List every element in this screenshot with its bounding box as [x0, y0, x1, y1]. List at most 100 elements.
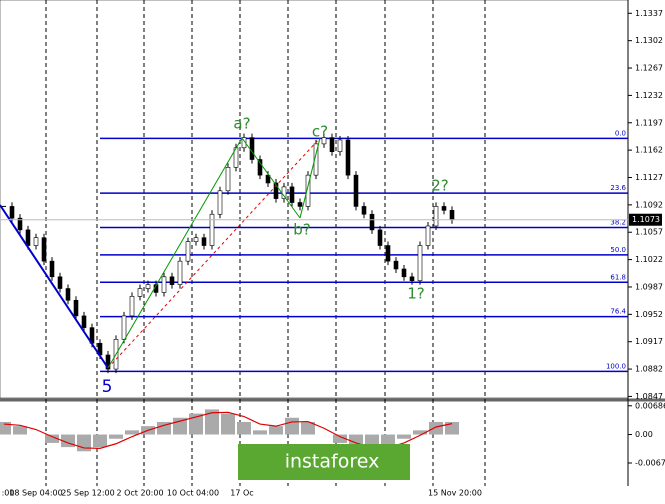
- candle-body: [273, 182, 279, 199]
- watermark: instaforex: [285, 451, 380, 473]
- y-tick-label: 1.1127: [635, 173, 663, 182]
- osc-bar: [93, 434, 107, 448]
- candle-body: [417, 245, 423, 282]
- osc-bar: [157, 421, 171, 435]
- candle-body: [257, 159, 263, 176]
- osc-bar: [413, 430, 427, 435]
- candle-body: [137, 288, 143, 297]
- current-price-label: 1.1073: [632, 215, 660, 224]
- osc-bar: [253, 430, 267, 435]
- y-tick-label: 1.0917: [635, 337, 663, 346]
- candle-body: [49, 260, 55, 278]
- y-tick-label: 1.1267: [635, 64, 663, 73]
- candle-body: [201, 237, 207, 246]
- candle-body: [433, 206, 439, 227]
- y-tick-label: 1.0987: [635, 282, 663, 291]
- osc-bar: [0, 421, 11, 435]
- osc-bar: [237, 421, 251, 435]
- x-tick-label: 2 Oct 20:00: [116, 489, 163, 498]
- x-tick-label: :00: [2, 489, 15, 498]
- candle-body: [313, 143, 319, 176]
- fib-label: 38.2: [610, 219, 626, 227]
- candle-body: [345, 139, 351, 176]
- wave-line: [299, 137, 321, 219]
- y-tick-label: 1.0882: [635, 365, 663, 374]
- candle-body: [65, 288, 71, 301]
- wave-label: 2?: [431, 177, 449, 195]
- candle-body: [409, 276, 415, 282]
- candle-body: [305, 174, 311, 207]
- wave-label: b?: [293, 221, 310, 239]
- candle-body: [361, 206, 367, 215]
- candle-body: [385, 245, 391, 262]
- candle-body: [41, 237, 47, 262]
- candle-body: [209, 213, 215, 246]
- candle-body: [121, 315, 127, 340]
- y-tick-label: 1.1197: [635, 118, 663, 127]
- fib-label: 100.0: [606, 362, 626, 370]
- candle-body: [265, 174, 271, 184]
- wave-line: [241, 137, 301, 219]
- main-panel: [0, 0, 629, 399]
- osc-y-tick-label: 0.00686: [635, 401, 665, 410]
- fib-label: 23.6: [610, 184, 626, 192]
- candle-body: [33, 237, 39, 246]
- osc-y-tick-label: 0.00: [635, 430, 653, 439]
- wave-line: [107, 137, 243, 369]
- osc-bar: [221, 413, 235, 435]
- x-tick-label: 18 Sep 04:00: [9, 489, 62, 498]
- candle-body: [337, 139, 343, 152]
- osc-bar: [397, 434, 411, 439]
- candle-body: [169, 276, 175, 285]
- candle-body: [401, 268, 407, 278]
- watermark-box: [238, 444, 410, 480]
- wave-line: [107, 137, 321, 369]
- y-tick-label: 1.1232: [635, 91, 663, 100]
- candle-body: [57, 276, 63, 289]
- x-tick-label: 10 Oct 04:00: [167, 489, 219, 498]
- candle-body: [393, 260, 399, 270]
- wave-line: [0, 204, 109, 369]
- y-tick-label: 1.0952: [635, 310, 663, 319]
- y-tick-label: 1.1092: [635, 200, 663, 209]
- osc-bar: [205, 409, 219, 435]
- wave-label: c?: [312, 123, 328, 141]
- osc-bar: [125, 430, 139, 435]
- y-tick-label: 1.1057: [635, 228, 663, 237]
- candle-body: [321, 137, 327, 145]
- y-tick-label: 1.1337: [635, 9, 663, 18]
- osc-bar: [109, 434, 123, 439]
- candle-body: [217, 190, 223, 215]
- osc-bar: [301, 421, 315, 435]
- wave-label: 5: [102, 377, 113, 397]
- candle-body: [369, 213, 375, 231]
- fib-label: 76.4: [610, 308, 626, 316]
- candle-body: [105, 354, 111, 370]
- candle-body: [425, 225, 431, 246]
- candle-body: [225, 167, 231, 192]
- candle-body: [441, 206, 447, 211]
- wave-lines: [0, 137, 321, 369]
- osc-bar: [285, 417, 299, 435]
- candle-body: [353, 174, 359, 207]
- candle-body: [17, 217, 23, 231]
- candles: [2, 133, 455, 374]
- y-tick-label: 1.1162: [635, 146, 663, 155]
- candle-body: [81, 315, 87, 328]
- osc-bar: [189, 413, 203, 435]
- x-tick-label: 25 Sep 12:00: [61, 489, 114, 498]
- osc-bar: [333, 434, 347, 443]
- candle-body: [281, 186, 287, 199]
- candle-body: [193, 237, 199, 242]
- osc-bar: [269, 426, 283, 435]
- candle-body: [129, 296, 135, 317]
- osc-bar: [429, 421, 443, 435]
- candle-body: [377, 229, 383, 246]
- candle-body: [161, 276, 167, 293]
- candle-body: [177, 260, 183, 285]
- y-tick-label: 1.1022: [635, 255, 663, 264]
- y-tick-label: 1.0847: [635, 392, 663, 401]
- wave-label: 1?: [407, 285, 425, 303]
